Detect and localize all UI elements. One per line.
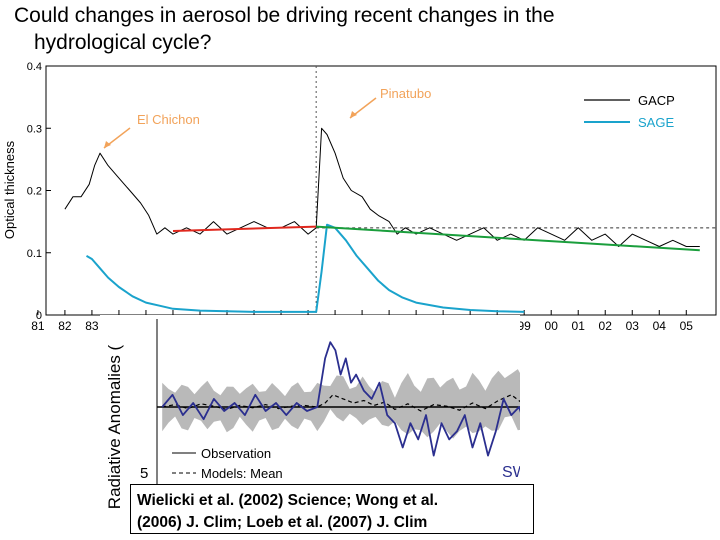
x-tick-label: 01: [572, 319, 586, 330]
legend-gacp-label: GACP: [638, 93, 675, 108]
inset-series-layer: [161, 341, 520, 457]
inset-left-tick: 5: [140, 465, 148, 482]
x-tick-label: 05: [680, 319, 694, 330]
y-tick-label: 0: [36, 310, 42, 322]
y-tick-label: 0.4: [27, 61, 42, 73]
chart-legend: GACP SAGE: [584, 93, 675, 130]
citation-box: Wielicki et al. (2002) Science; Wong et …: [130, 484, 534, 534]
x-tick-label: 04: [653, 319, 667, 330]
optical-thickness-chart: 00.10.20.30.4 81828384858687888990919293…: [2, 61, 717, 330]
legend-sage-label: SAGE: [638, 115, 674, 130]
citation-line-1: Wielicki et al. (2002) Science; Wong et …: [137, 492, 439, 509]
series-observation-line: [161, 341, 520, 457]
x-tick-label: 81: [31, 319, 45, 330]
el-chichon-arrowhead: [104, 141, 111, 148]
legend-observation-label: Observation: [201, 446, 271, 461]
title-line-1: Could changes in aerosol be driving rece…: [14, 4, 555, 27]
inset-panel-label: SW: [502, 464, 520, 481]
y-tick-label: 0.2: [27, 186, 42, 198]
series-trend-1991-2005-line: [316, 225, 700, 252]
annotation-el-chichon: El Chichon: [103, 112, 200, 149]
legend-models-label: Models: Mean: [201, 466, 283, 481]
inset-y-axis-label: Radiative Anomalies (: [105, 344, 124, 509]
title-line-2: hydrological cycle?: [34, 31, 212, 54]
citation-line-2: (2006) J. Clim; Loeb et al. (2007) J. Cl…: [137, 514, 428, 531]
y-axis-label: Optical thickness: [2, 140, 17, 239]
annotation-pinatubo: Pinatubo: [349, 86, 431, 119]
model-spread-band: [162, 369, 520, 439]
plot-frame: [45, 65, 717, 316]
series-sage-line: [86, 223, 525, 313]
pinatubo-label: Pinatubo: [380, 86, 431, 101]
x-tick-label: 03: [626, 319, 640, 330]
x-tick-label: 82: [58, 319, 72, 330]
x-tick-label: 99: [518, 319, 532, 330]
inset-legend: Observation Models: Mean: [172, 446, 283, 481]
series-layer: [64, 127, 700, 313]
slide-title: Could changes in aerosol be driving rece…: [14, 2, 704, 56]
y-axis-ticks: 0 0.1 0.2 0.3 0.4: [27, 61, 51, 322]
el-chichon-label: El Chichon: [137, 112, 200, 127]
x-tick-label: 00: [545, 319, 559, 330]
x-tick-label: 83: [85, 319, 99, 330]
x-tick-label: 02: [599, 319, 613, 330]
series-gacp-line: [64, 127, 700, 247]
y-tick-label: 0.3: [27, 123, 42, 135]
pinatubo-arrowhead: [350, 111, 357, 118]
y-tick-label: 0.1: [27, 248, 42, 260]
series-trend-1986-1991-line: [172, 225, 317, 232]
